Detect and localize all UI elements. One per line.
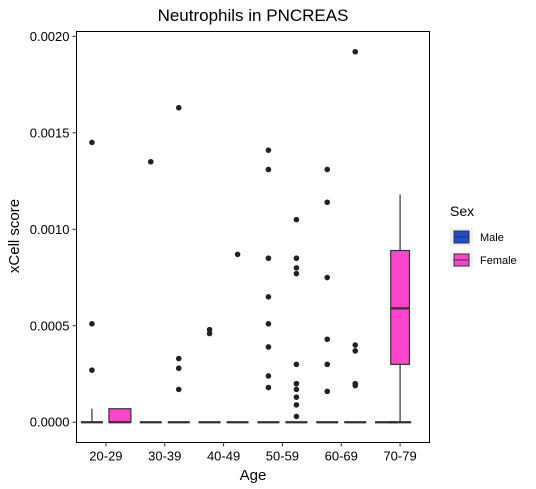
outlier-point <box>293 361 300 368</box>
outlier-point <box>89 321 95 327</box>
outlier-point <box>293 265 300 271</box>
outlier-point <box>324 274 331 281</box>
outlier-point <box>293 380 300 387</box>
plot-panel <box>76 31 430 443</box>
outlier-point <box>175 386 182 393</box>
outlier-point <box>293 216 300 223</box>
outlier-point <box>324 388 331 395</box>
outlier-point <box>293 413 300 420</box>
outlier-point <box>175 355 182 362</box>
outlier-point <box>265 384 272 391</box>
x-tick-label: 70-79 <box>383 449 416 464</box>
x-tick-label: 40-49 <box>207 449 240 464</box>
x-tick-label: 50-59 <box>266 449 299 464</box>
outlier-point <box>89 367 95 373</box>
x-tick-label: 30-39 <box>148 449 181 464</box>
y-tick-label: 0.0010 <box>30 222 70 237</box>
outlier-point <box>175 365 182 372</box>
legend-title: Sex <box>450 203 474 219</box>
legend: Sex Male Female <box>450 203 517 269</box>
outlier-point <box>265 294 272 300</box>
outlier-point <box>352 348 359 354</box>
outlier-point <box>293 394 300 400</box>
y-axis: 0.0000 0.0005 0.0010 0.0015 0.0020 <box>30 29 77 430</box>
outlier-point <box>293 270 300 277</box>
y-tick-label: 0.0005 <box>30 318 70 333</box>
y-axis-title: xCell score <box>6 199 23 273</box>
y-tick-label: 0.0020 <box>30 29 70 44</box>
box-female-20-29 <box>108 408 132 423</box>
outlier-point <box>206 330 213 337</box>
outlier-point <box>265 321 272 327</box>
outlier-point <box>293 255 300 262</box>
x-tick-label: 20-29 <box>89 449 122 464</box>
outlier-point <box>265 344 272 350</box>
outlier-point <box>234 251 241 258</box>
outlier-point <box>293 386 300 393</box>
x-tick-label: 60-69 <box>325 449 358 464</box>
outlier-point <box>175 104 182 111</box>
outlier-point <box>265 373 272 379</box>
outlier-point <box>324 199 331 206</box>
chart-marks <box>80 48 412 424</box>
outlier-point <box>293 402 300 408</box>
outlier-point <box>324 166 331 173</box>
outlier-point <box>89 139 95 146</box>
outlier-point <box>265 255 272 262</box>
legend-label-female: Female <box>480 255 517 267</box>
outlier-point <box>324 336 331 343</box>
chart-title: Neutrophils in PNCREAS <box>158 6 349 25</box>
legend-label-male: Male <box>480 232 504 244</box>
outlier-point <box>352 382 359 389</box>
outlier-point <box>352 48 359 55</box>
outlier-point <box>324 361 331 368</box>
x-axis: 20-29 30-39 40-49 50-59 60-69 70-79 <box>89 442 417 464</box>
outlier-point <box>206 326 213 333</box>
outlier-point <box>352 342 359 348</box>
outlier-point <box>265 166 272 173</box>
y-tick-label: 0.0000 <box>30 415 70 430</box>
outlier-point <box>265 147 272 153</box>
x-axis-title: Age <box>240 467 267 484</box>
y-tick-label: 0.0015 <box>30 125 70 140</box>
outlier-point <box>147 158 154 165</box>
